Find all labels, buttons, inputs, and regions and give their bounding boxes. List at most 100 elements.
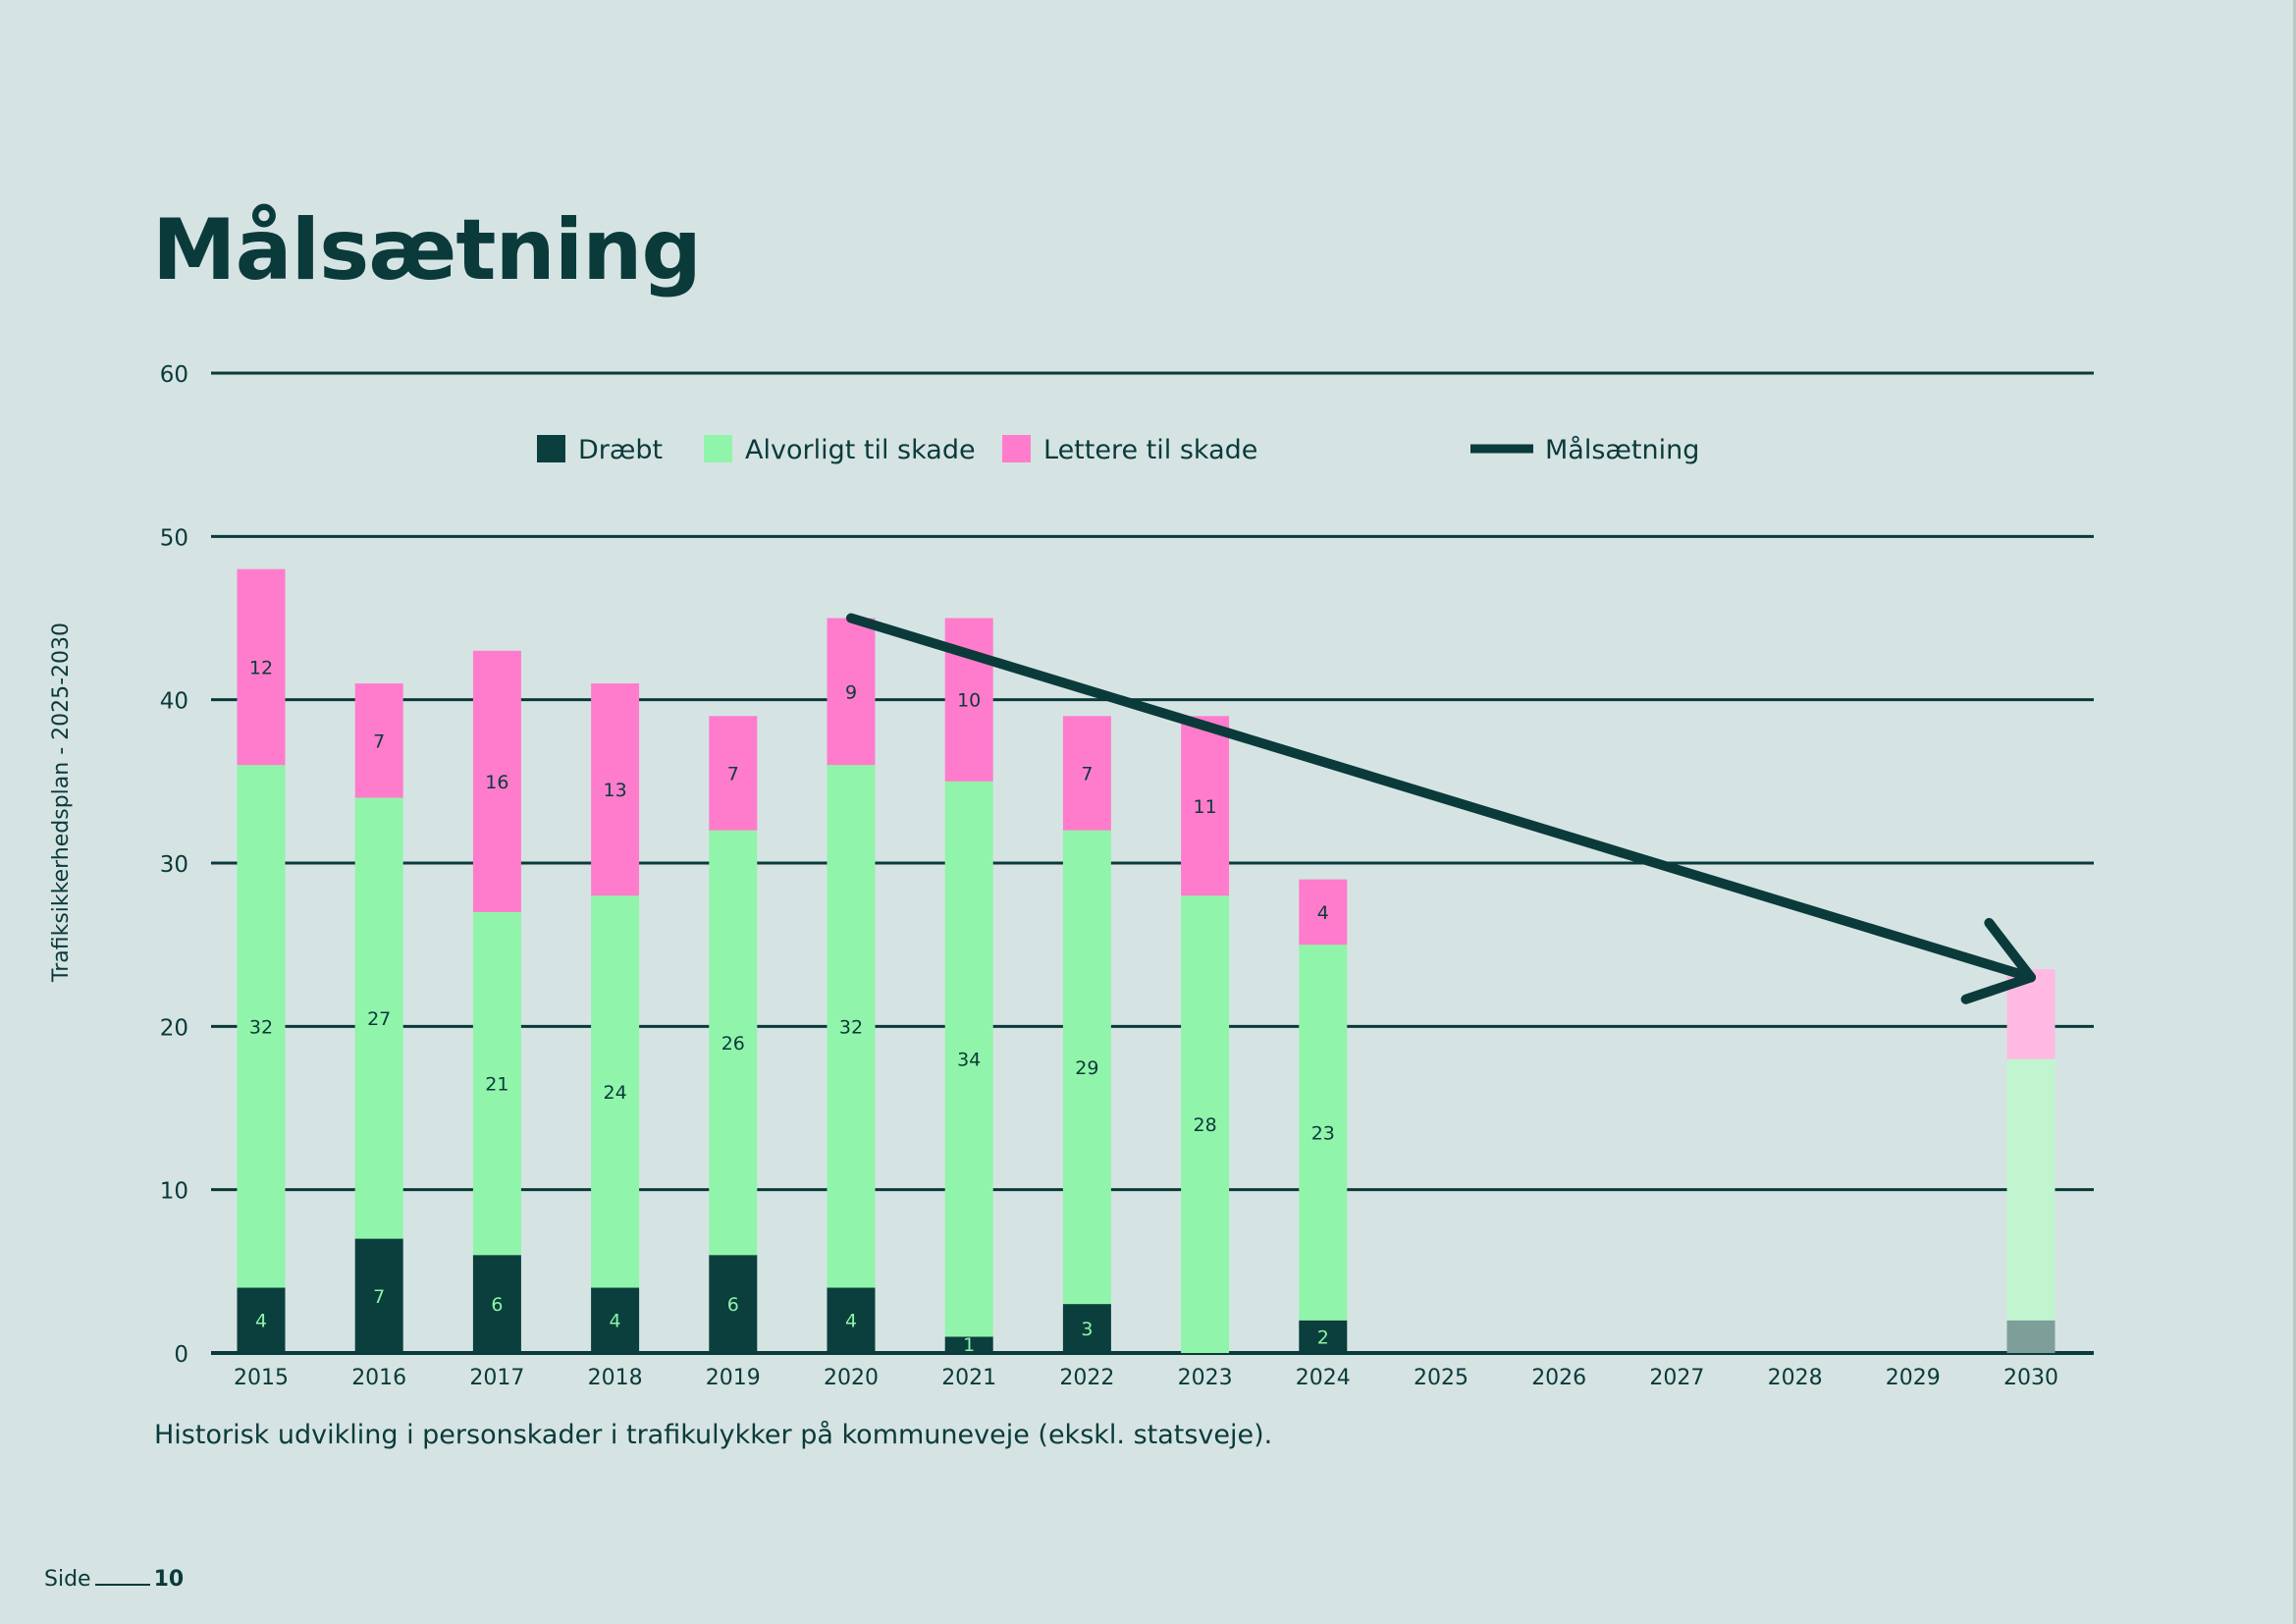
data-label-2018-0: 4 <box>610 1311 621 1332</box>
data-label-2017-0: 6 <box>491 1294 503 1316</box>
x-tick-label-2023: 2023 <box>1178 1366 1233 1390</box>
legend-swatch-2 <box>1002 435 1031 462</box>
bar-segment-2020-2 <box>827 618 876 766</box>
footer-side-label: Side <box>44 1567 91 1592</box>
data-label-2020-0: 4 <box>845 1311 857 1332</box>
bar-segment-2024-1 <box>1299 945 1348 1321</box>
y-tick-label: 30 <box>160 852 188 878</box>
bar-segment-2015-2 <box>237 568 286 766</box>
data-label-2023-2: 11 <box>1194 796 1217 818</box>
bar-segment-2019-1 <box>709 830 758 1256</box>
legend-label-target: Målsætning <box>1545 435 1699 465</box>
x-tick-label-2016: 2016 <box>351 1366 406 1390</box>
x-tick-label-2019: 2019 <box>706 1366 761 1390</box>
bar-segment-2019-0 <box>709 1255 758 1353</box>
bar-segment-2021-1 <box>944 781 993 1337</box>
data-label-2016-1: 27 <box>367 1008 391 1030</box>
data-label-2020-2: 9 <box>845 681 857 703</box>
bar-segment-2022-0 <box>1062 1304 1111 1353</box>
data-label-2015-1: 32 <box>249 1016 273 1038</box>
target-line <box>846 613 2036 983</box>
y-tick-label: 10 <box>160 1179 188 1205</box>
data-label-2020-1: 32 <box>839 1016 863 1038</box>
page-edge-divider <box>2293 0 2296 1624</box>
data-label-2018-2: 13 <box>604 780 627 801</box>
data-label-2015-2: 12 <box>249 657 273 678</box>
x-tick-label-2027: 2027 <box>1649 1366 1704 1390</box>
chart-caption: Historisk udvikling i personskader i tra… <box>154 1420 1273 1450</box>
legend-swatch-0 <box>537 435 565 462</box>
chart-legend: Dræbt Alvorligt til skade Lettere til skad… <box>537 435 1699 465</box>
x-tick-label-2015: 2015 <box>234 1366 289 1390</box>
y-tick-label: 50 <box>160 525 188 551</box>
bar-segment-2016-0 <box>354 1238 403 1353</box>
y-tick-label: 20 <box>160 1015 188 1041</box>
bar-segment-2020-0 <box>827 1287 876 1353</box>
bar-segment-2015-0 <box>237 1287 286 1353</box>
x-tick-label-2021: 2021 <box>941 1366 996 1390</box>
data-label-2017-1: 21 <box>485 1074 508 1096</box>
data-label-2024-0: 2 <box>1317 1326 1329 1348</box>
page-footer: Side 10 <box>44 1567 184 1592</box>
bar-segment-2021-0 <box>944 1336 993 1353</box>
footer-rule <box>94 1584 150 1586</box>
page-title: Målsætning <box>152 201 702 299</box>
bar-segment-2016-1 <box>354 797 403 1239</box>
y-tick-label: 40 <box>160 689 188 715</box>
bar-segment-2017-1 <box>472 911 521 1256</box>
data-label-2023-1: 28 <box>1194 1114 1217 1136</box>
legend-swatch-1 <box>704 435 732 462</box>
bar-segment-2017-0 <box>472 1255 521 1353</box>
x-tick-label-2018: 2018 <box>588 1366 643 1390</box>
chart-bars: 4321272776211642413626743291341032972811… <box>237 568 2056 1356</box>
bar-segment-2015-1 <box>237 765 286 1288</box>
bar-segment-2023-1 <box>1181 895 1230 1353</box>
data-label-2015-0: 4 <box>255 1311 267 1332</box>
x-tick-label-2029: 2029 <box>1886 1366 1941 1390</box>
chart-gridlines <box>211 371 2094 1355</box>
bar-segment-2023-2 <box>1181 716 1230 896</box>
data-label-2022-1: 29 <box>1075 1057 1098 1079</box>
bar-segment-2024-0 <box>1299 1320 1348 1353</box>
y-axis-tick-labels: 0 10 20 30 40 50 60 <box>160 362 188 1368</box>
bar-segment-2020-1 <box>827 765 876 1288</box>
x-tick-label-2028: 2028 <box>1768 1366 1823 1390</box>
bar-segment-2030-0 <box>2006 1320 2056 1353</box>
data-label-2024-1: 23 <box>1311 1122 1335 1144</box>
bar-segment-2022-2 <box>1062 716 1111 831</box>
page-number: 10 <box>153 1567 185 1592</box>
data-label-2022-2: 7 <box>1081 764 1093 785</box>
data-label-2016-0: 7 <box>373 1286 385 1308</box>
legend-label-2: Lettere til skade <box>1043 435 1257 465</box>
bar-segment-2018-1 <box>591 895 640 1288</box>
target-arrowhead <box>1960 917 2036 1004</box>
bar-segment-2030-1 <box>2006 1058 2056 1321</box>
x-tick-label-2030: 2030 <box>2003 1366 2058 1390</box>
bar-segment-2019-2 <box>709 716 758 831</box>
x-tick-label-2022: 2022 <box>1059 1366 1114 1390</box>
data-label-2019-0: 6 <box>727 1294 739 1316</box>
x-tick-label-2025: 2025 <box>1414 1366 1468 1390</box>
x-tick-label-2020: 2020 <box>824 1366 879 1390</box>
x-tick-label-2017: 2017 <box>469 1366 524 1390</box>
x-axis-tick-labels: 2015 2016 2017 2018 2019 2020 2021 2022 2023 2024… <box>234 1366 2058 1390</box>
bar-segment-2024-2 <box>1299 879 1348 946</box>
x-tick-label-2024: 2024 <box>1296 1366 1351 1390</box>
data-label-2021-2: 10 <box>957 690 981 712</box>
legend-label-1: Alvorligt til skade <box>745 435 976 465</box>
data-label-2022-0: 3 <box>1081 1319 1093 1340</box>
bar-segment-2017-2 <box>472 650 521 912</box>
data-label-2024-2: 4 <box>1317 902 1329 924</box>
bar-segment-2022-1 <box>1062 830 1111 1305</box>
data-label-2019-2: 7 <box>727 764 739 785</box>
bar-segment-2018-0 <box>591 1287 640 1353</box>
bar-segment-2018-2 <box>591 683 640 896</box>
y-tick-label: 60 <box>160 362 188 388</box>
y-tick-label: 0 <box>174 1342 188 1368</box>
data-label-2016-2: 7 <box>373 731 385 752</box>
bar-segment-2016-2 <box>354 683 403 798</box>
data-label-2021-1: 34 <box>957 1050 981 1071</box>
legend-label-0: Dræbt <box>578 435 663 465</box>
data-label-2017-2: 16 <box>485 772 508 793</box>
